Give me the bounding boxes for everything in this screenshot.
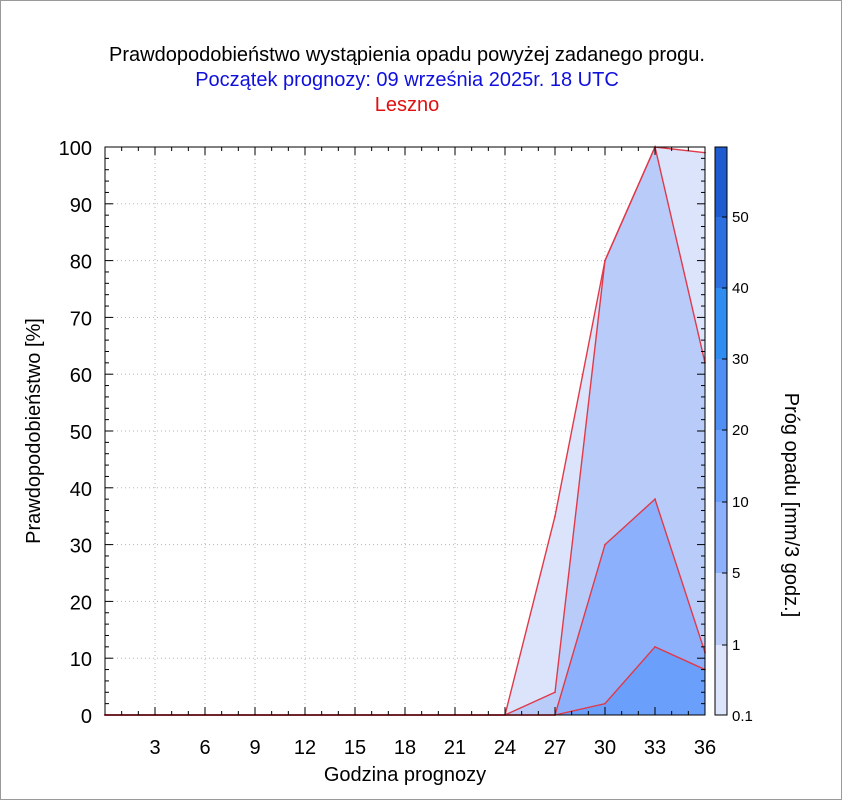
colorbar-tick-label: 1 [732,637,740,654]
data-point [554,515,556,518]
x-tick-label: 21 [444,737,466,759]
x-tick-label: 36 [694,737,716,759]
location-name: Leszno [374,94,440,116]
colorbar-tick-label: 10 [732,494,749,511]
data-point [654,498,656,501]
colorbar-tick-label: 5 [732,565,740,582]
forecast-start: Początek prognozy: 09 września 2025r. 18… [195,69,619,91]
data-point [604,259,606,262]
y-tick-label: 100 [59,138,92,160]
colorbar: 0.1 1 5 10 20 30 40 50 [714,146,753,725]
colorbar-segment [715,288,727,359]
x-tick-label: 15 [344,737,366,759]
data-point [604,543,606,546]
colorbar-label: Próg opadu [mm/3 godz.] [780,393,802,618]
x-tick-label: 33 [644,737,666,759]
y-tick-label: 20 [70,592,92,614]
y-tick-label: 40 [70,479,92,501]
colorbar-segment [715,217,727,288]
x-tick-label: 18 [394,737,416,759]
y-tick-label: 70 [70,308,92,330]
y-tick-label: 10 [70,649,92,671]
x-tick-label: 6 [199,737,210,759]
y-tick-label: 90 [70,195,92,217]
data-point [554,691,556,694]
colorbar-tick-label: 0.1 [732,708,753,725]
x-tick-label: 9 [249,737,260,759]
colorbar-segment [715,573,727,645]
colorbar-tick-label: 40 [732,280,749,297]
x-axis-label: Godzina prognozy [324,764,486,786]
colorbar-tick-label: 50 [732,209,749,226]
area-threshold-10 [105,646,705,715]
data-point [654,645,656,648]
x-tick-label: 24 [494,737,516,759]
x-tick-label: 12 [294,737,316,759]
axes: 3 6 9 12 15 18 21 24 27 30 33 360102030405060708090… [59,138,717,759]
y-tick-label: 60 [70,365,92,387]
colorbar-segment [715,430,727,502]
colorbar-segment [715,502,727,573]
x-tick-label: 30 [594,737,616,759]
chart-title: Prawdopodobieństwo wystąpienia opadu pow… [109,44,705,66]
colorbar-segment [715,645,727,715]
y-tick-label: 80 [70,252,92,274]
y-axis-label: Prawdopodobieństwo [%] [23,318,45,544]
colorbar-segment [715,359,727,430]
y-tick-label: 50 [70,422,92,444]
area-threshold-0.1 [105,147,705,715]
colorbar-tick-label: 20 [732,422,749,439]
x-tick-label: 27 [544,737,566,759]
colorbar-segment [715,147,727,217]
y-tick-label: 0 [81,706,92,728]
colorbar-border [714,146,728,716]
data-point [604,702,606,705]
y-tick-label: 30 [70,536,92,558]
colorbar-tick-label: 30 [732,351,749,368]
x-tick-label: 3 [149,737,160,759]
